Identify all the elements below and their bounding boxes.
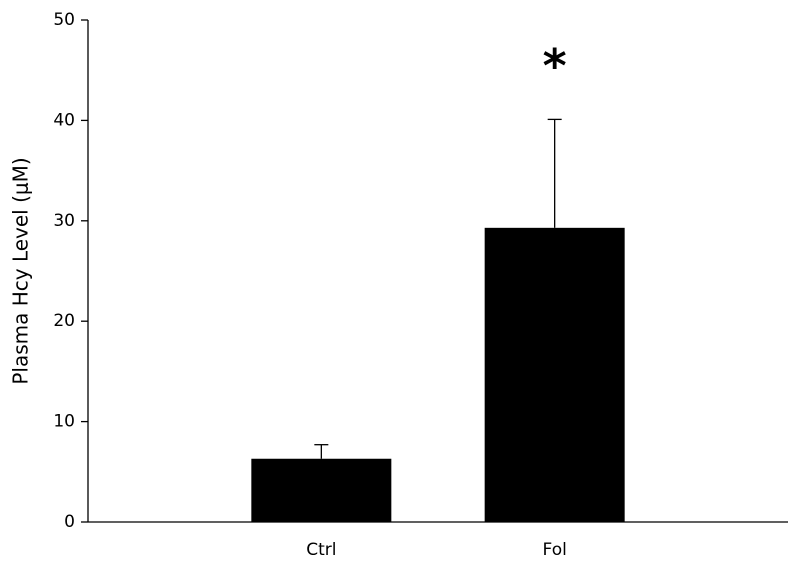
y-tick-label: 40	[53, 110, 75, 130]
y-tick-label: 10	[53, 412, 75, 432]
y-axis-label: Plasma Hcy Level (μM)	[9, 157, 33, 384]
y-tick-label: 50	[53, 10, 75, 30]
y-tick-label: 20	[53, 311, 75, 331]
bar	[484, 227, 625, 522]
significance-marker: *	[543, 39, 567, 93]
bar	[251, 458, 392, 522]
x-tick-label: Fol	[543, 540, 567, 560]
x-tick-label: Ctrl	[306, 540, 336, 560]
y-tick-label: 30	[53, 211, 75, 231]
y-tick-label: 0	[64, 512, 75, 532]
